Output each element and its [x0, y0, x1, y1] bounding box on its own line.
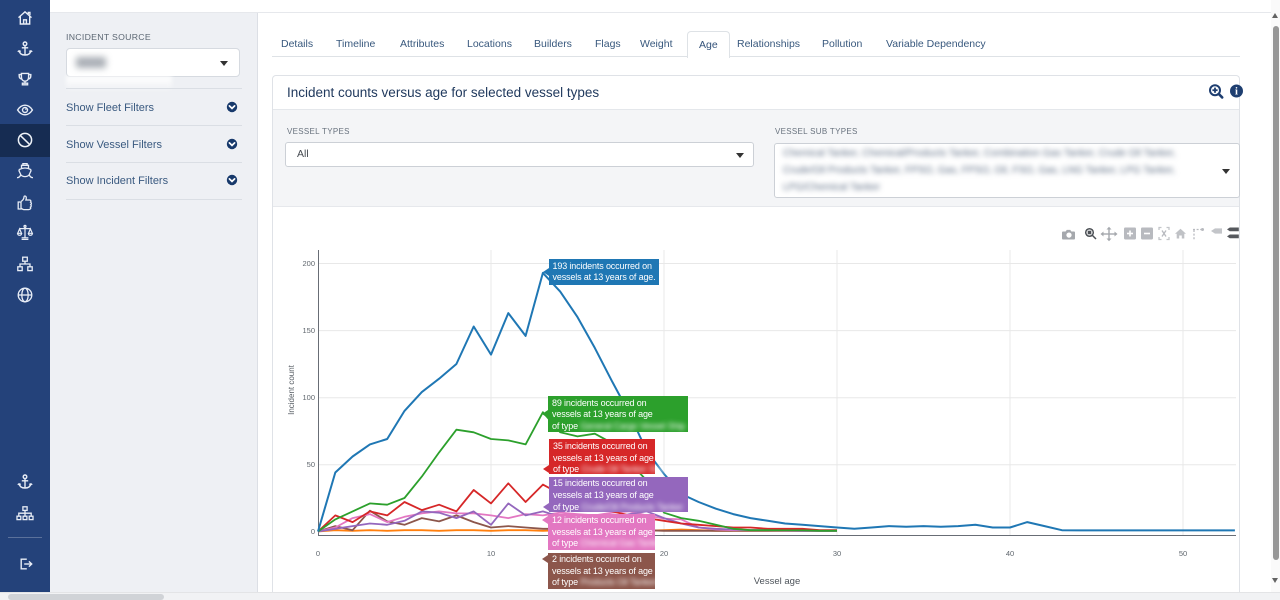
svg-text:100: 100 [302, 393, 315, 402]
svg-text:20: 20 [660, 549, 668, 558]
svg-text:Incident count: Incident count [287, 364, 296, 415]
svg-text:0: 0 [316, 549, 320, 558]
svg-text:40: 40 [1006, 549, 1014, 558]
svg-text:50: 50 [307, 460, 315, 469]
svg-text:Vessel age: Vessel age [754, 576, 800, 587]
svg-text:200: 200 [302, 259, 315, 268]
svg-text:10: 10 [487, 549, 495, 558]
svg-text:150: 150 [302, 326, 315, 335]
svg-text:0: 0 [311, 527, 315, 536]
svg-text:50: 50 [1179, 549, 1187, 558]
svg-text:i: i [1235, 87, 1238, 98]
svg-text:30: 30 [833, 549, 841, 558]
